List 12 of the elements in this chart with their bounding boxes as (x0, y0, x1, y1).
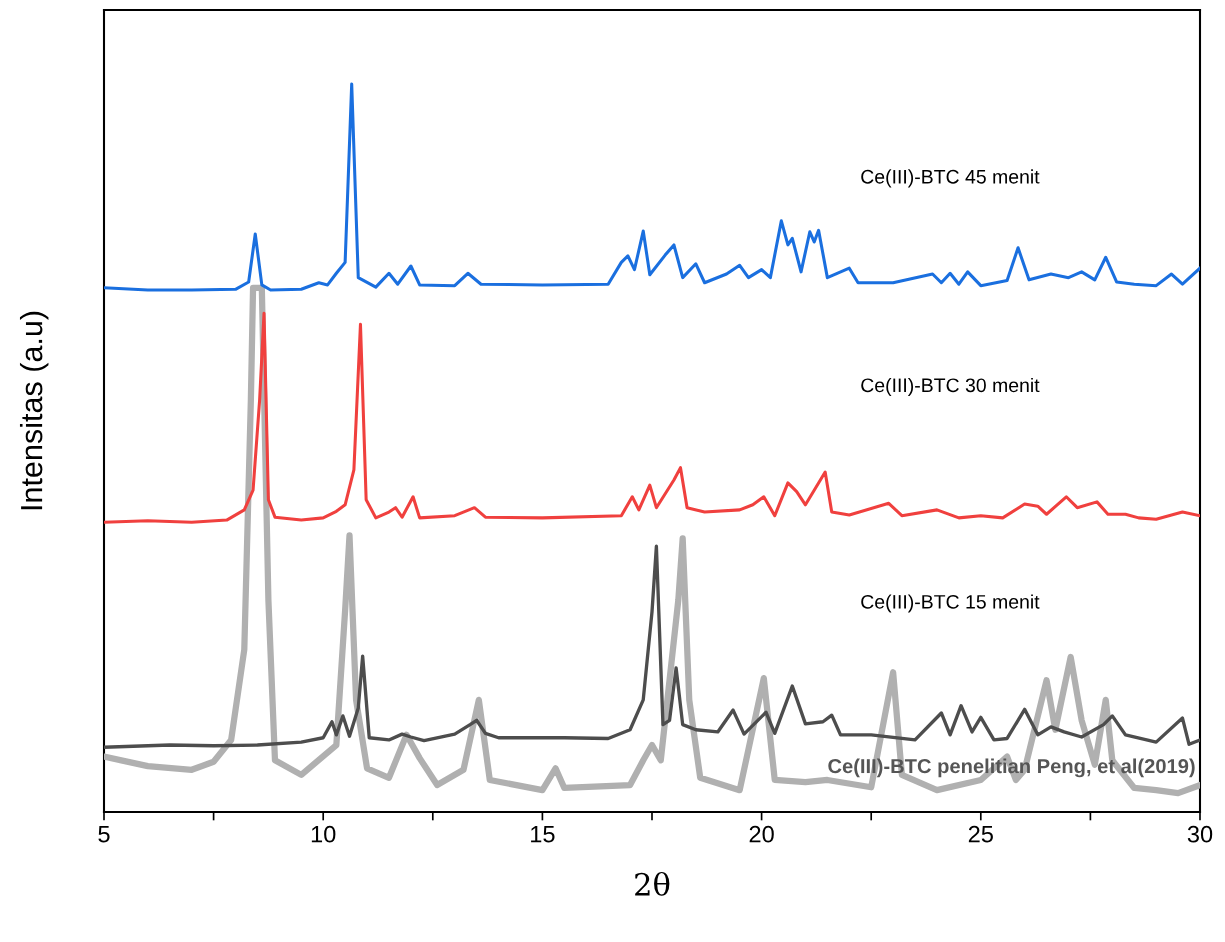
annotation: Ce(III)-BTC penelitian Peng, et al(2019) (828, 758, 1195, 778)
x-tick-label: 25 (968, 825, 993, 843)
y-axis-title: Intensitas (a.u) (19, 311, 49, 510)
annotation: Ce(III)-BTC 30 menit (861, 377, 1040, 396)
annotation: Ce(III)-BTC 15 menit (861, 594, 1040, 613)
x-tick-label: 30 (1187, 825, 1213, 843)
annotation: Ce(III)-BTC 45 menit (861, 169, 1040, 188)
x-tick-label: 15 (531, 826, 555, 843)
x-tick-label: 10 (311, 825, 336, 843)
x-tick-label: 5 (98, 826, 110, 843)
x-tick-label: 20 (749, 825, 774, 843)
x-axis-title: 2θ (635, 871, 670, 896)
